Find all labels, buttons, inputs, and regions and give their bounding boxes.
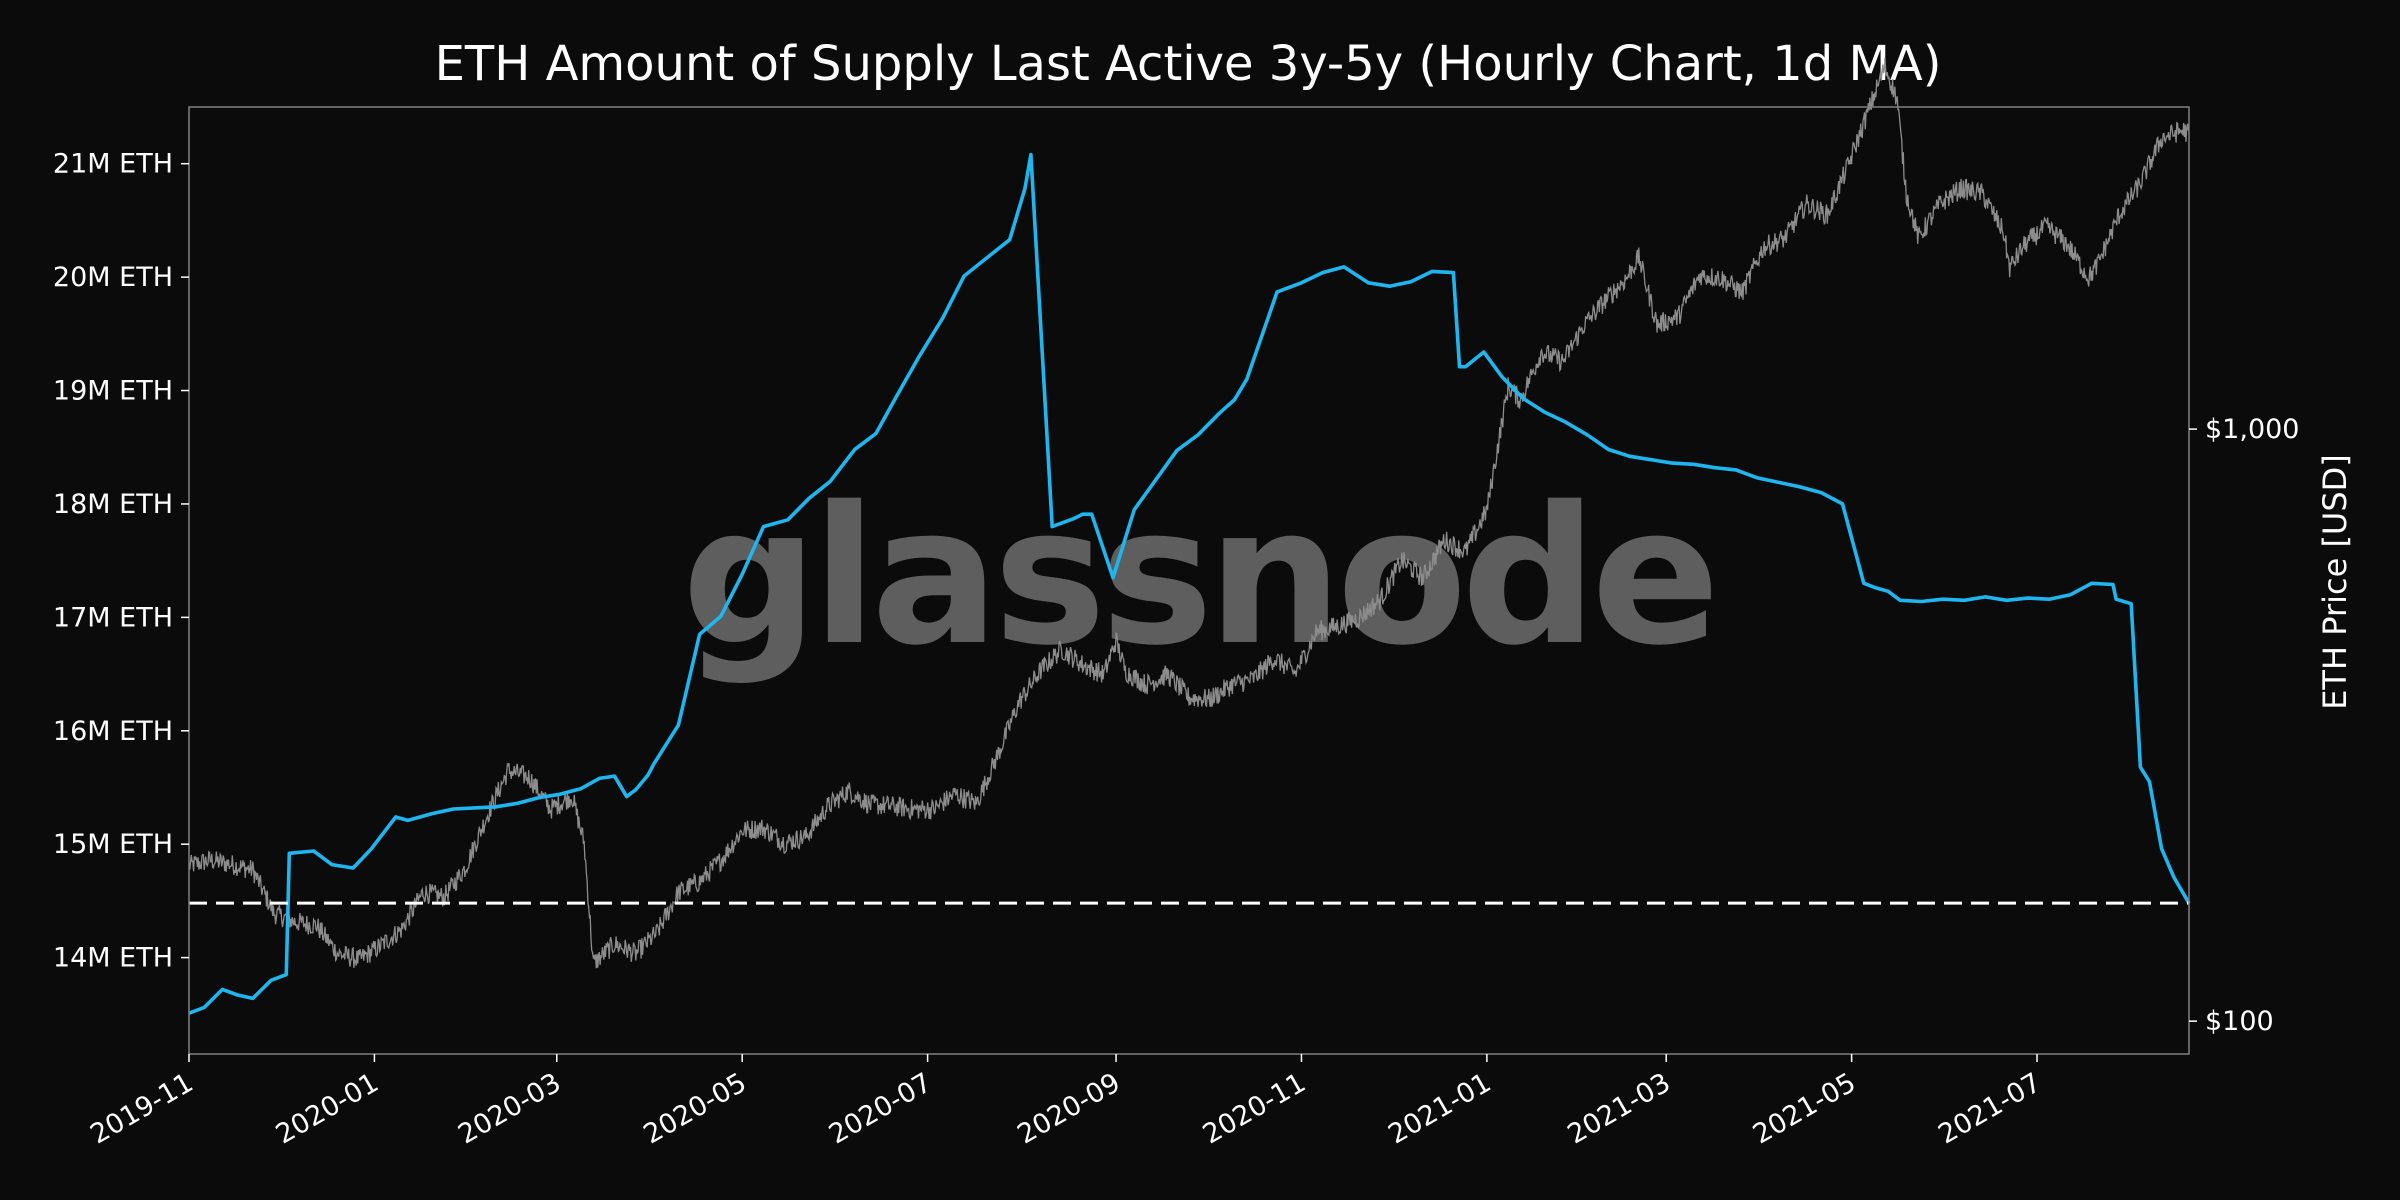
series-supply-3y-5y-line — [188, 152, 2191, 1015]
y-tick-label: 19M ETH — [53, 376, 173, 407]
y-tick-label: 18M ETH — [53, 489, 173, 520]
y2-tick-label: $100 — [2205, 1006, 2274, 1037]
y2-axis-label: ETH Price [USD] — [2316, 454, 2354, 710]
y-tick-label: 21M ETH — [53, 149, 173, 180]
series-eth-price-line — [188, 57, 2190, 969]
chart-title: ETH Amount of Supply Last Active 3y-5y (… — [435, 36, 1942, 92]
watermark-logo: glassnode — [682, 466, 1714, 687]
y2-tick-label: $1,000 — [2205, 414, 2299, 445]
y-axis-left: 14M ETH 15M ETH 16M ETH 17M ETH 18M ETH 19M E… — [53, 149, 189, 974]
axes-frame — [188, 106, 2190, 1055]
plot-area — [188, 57, 2191, 1015]
y-axis-right: $100 $1,000 — [2189, 414, 2299, 1037]
y-tick-label: 17M ETH — [53, 602, 173, 633]
y-tick-label: 14M ETH — [53, 943, 173, 974]
y-tick-label: 20M ETH — [53, 262, 173, 293]
y-tick-label: 15M ETH — [53, 829, 173, 860]
y-tick-label: 16M ETH — [53, 716, 173, 747]
